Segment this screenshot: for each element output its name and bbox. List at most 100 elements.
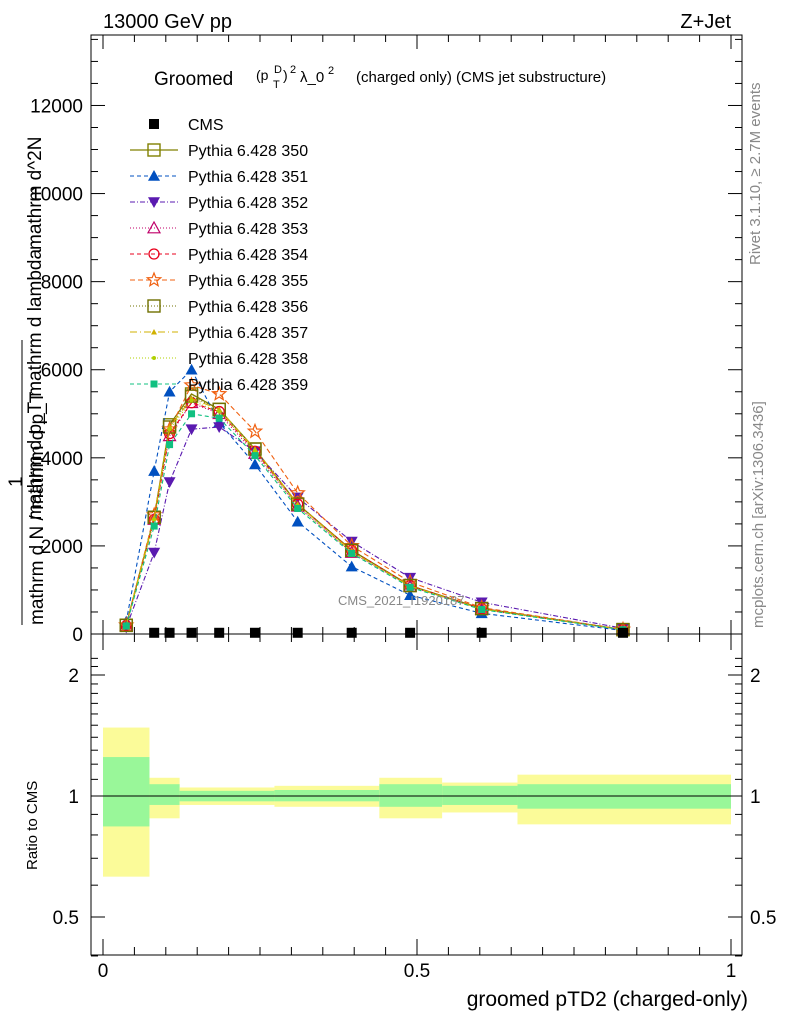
series-point	[162, 420, 177, 434]
svg-text:2: 2	[328, 65, 334, 77]
cms-point	[617, 627, 628, 638]
y-tick-label: 2000	[41, 537, 83, 558]
legend-marker	[151, 329, 157, 335]
series-point	[406, 583, 414, 591]
y-tick-label: 12000	[30, 96, 83, 117]
main-y-axis-label: 1 mathrm d N / mathrm d p_T mathrm d p_T…	[6, 137, 48, 625]
series-point	[403, 578, 417, 593]
x-tick-label: 0	[98, 961, 109, 982]
legend-marker	[147, 299, 161, 313]
x-tick-label: 1	[726, 961, 737, 982]
series-point	[163, 477, 176, 489]
ratio-panel: 0.5 0.5 1 1 2 2 0 0.5 1	[53, 633, 776, 982]
series-point	[152, 517, 157, 522]
series-point	[345, 536, 358, 548]
series-point	[163, 385, 176, 397]
y-tick-label: 10000	[30, 185, 83, 206]
y-label-numerator: 1	[6, 476, 27, 487]
plot-title: Groomed (p T D ) 2 λ_0 2 (charged only) …	[154, 64, 606, 91]
series-point	[404, 572, 417, 584]
series-point	[476, 602, 488, 615]
y-tick-label: 4000	[41, 449, 83, 470]
y-label-fraction-bottom: mathrm d p_T mathrm d lambda	[25, 249, 46, 520]
series-point	[345, 560, 358, 572]
series-point	[217, 409, 222, 414]
cms-point	[249, 627, 260, 638]
series-point	[215, 414, 223, 422]
ratio-ticks: 0.5 0.5 1 1 2 2 0 0.5 1	[53, 634, 776, 982]
series-point	[119, 618, 133, 633]
ratio-stat-band	[103, 757, 150, 827]
legend-label: Pythia 6.428 358	[188, 351, 308, 368]
ratio-bands	[103, 727, 731, 877]
legend-label: Pythia 6.428 351	[188, 169, 308, 186]
watermark: CMS_2021_I1920187	[338, 593, 465, 608]
series-point	[294, 504, 302, 512]
series-point	[474, 601, 489, 616]
series-point	[213, 422, 226, 433]
legend-marker	[147, 143, 161, 157]
cms-point	[292, 627, 303, 638]
series-point	[289, 484, 306, 501]
rivet-label: Rivet 3.1.10, ≥ 2.7M events	[747, 83, 764, 266]
legend: CMS Pythia 6.428 350 Pythia 6.428 351 Pythi…	[130, 117, 308, 394]
mc-curves	[117, 363, 632, 637]
series-point	[404, 589, 417, 601]
series-point	[189, 398, 194, 403]
y-tick-label: 8000	[41, 273, 83, 294]
series-line	[125, 368, 624, 632]
cms-data-points	[149, 627, 628, 638]
legend-marker	[148, 248, 160, 260]
legend-label: Pythia 6.428 356	[188, 299, 308, 316]
cms-point	[149, 627, 160, 638]
mcplots-label: mcplots.cern.ch [arXiv:1306.3436]	[750, 401, 767, 628]
series-point	[162, 428, 177, 442]
ratio-stat-band	[379, 784, 443, 807]
cms-point	[476, 627, 487, 638]
svg-text:T: T	[273, 79, 280, 91]
ratio-y-tick-label-right: 1	[750, 787, 761, 808]
y-label-denominator: mathrm d N / mathrm d p_T	[27, 391, 48, 625]
series-point	[150, 522, 158, 530]
series-point	[291, 515, 304, 527]
svg-text:Groomed: Groomed	[154, 69, 233, 90]
svg-text:D: D	[274, 64, 282, 76]
legend-label: Pythia 6.428 352	[188, 195, 308, 212]
svg-text:(charged only) (CMS jet substr: (charged only) (CMS jet substructure)	[356, 69, 606, 86]
legend-label: Pythia 6.428 359	[188, 377, 308, 394]
ratio-y-tick-label: 2	[68, 666, 79, 687]
ratio-y-tick-label: 1	[68, 787, 79, 808]
series-point	[148, 547, 161, 559]
energy-label: 13000 GeV pp	[103, 11, 232, 33]
legend-marker	[145, 271, 163, 288]
series-point	[188, 410, 196, 418]
series-point	[246, 422, 264, 439]
svg-text:(p: (p	[256, 67, 269, 83]
legend-label: Pythia 6.428 350	[188, 143, 308, 160]
legend-label-cms: CMS	[188, 117, 224, 134]
legend-label: Pythia 6.428 357	[188, 325, 308, 342]
legend-label: Pythia 6.428 355	[188, 273, 308, 290]
series-point	[166, 441, 174, 449]
legend-marker	[148, 197, 160, 208]
series-point	[185, 363, 198, 375]
legend-label: Pythia 6.428 354	[188, 247, 308, 264]
y-label-fraction-top: mathrm d^2N	[25, 137, 46, 250]
cms-point	[346, 627, 357, 638]
series-point	[120, 619, 132, 632]
process-label: Z+Jet	[680, 11, 731, 33]
series-point	[478, 606, 486, 614]
cms-point	[164, 627, 175, 638]
legend-marker	[146, 220, 162, 234]
series-point	[348, 549, 356, 557]
ratio-stat-band	[149, 784, 180, 805]
series-point	[210, 385, 228, 401]
ratio-y-tick-label: 0.5	[53, 908, 79, 929]
cms-point	[405, 627, 416, 638]
main-panel: 0 2000 4000 6000 8000 10000 12000	[30, 34, 743, 646]
ratio-stat-band	[442, 785, 518, 805]
cms-point	[214, 627, 225, 638]
main-ticks: 0 2000 4000 6000 8000 10000 12000	[30, 35, 742, 646]
